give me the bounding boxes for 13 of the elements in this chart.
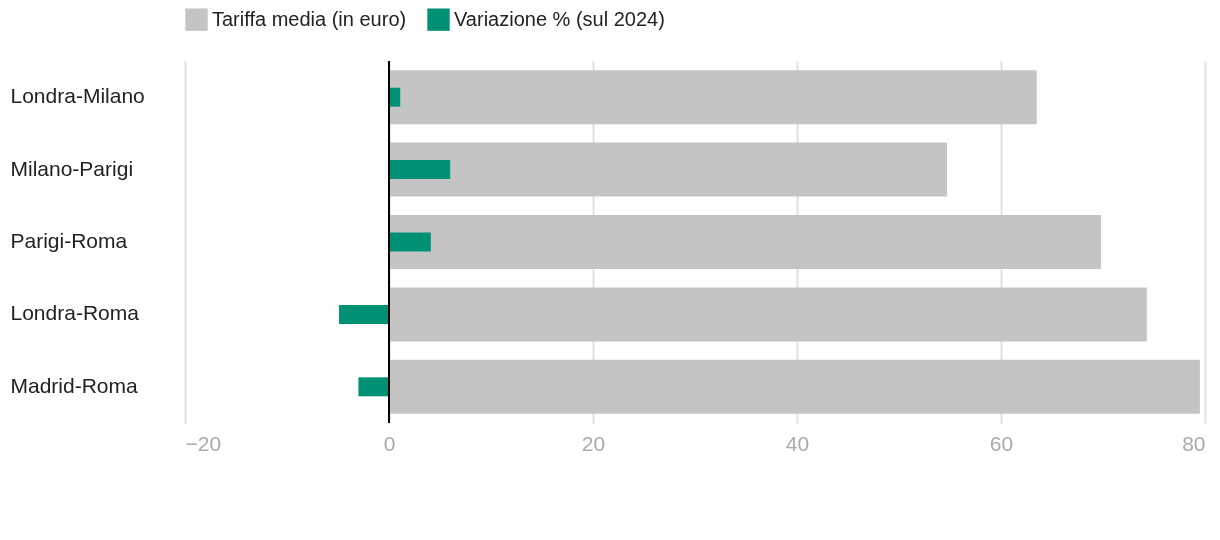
y-tick-label: Londra-Roma <box>10 301 140 325</box>
x-tick-label: 0 <box>383 431 396 455</box>
legend-label: Tariffa media (in euro) <box>212 7 407 30</box>
legend-label: Variazione % (sul 2024) <box>454 7 665 30</box>
y-tick-label: Londra-Milano <box>10 84 145 108</box>
x-tick-label: −20 <box>185 431 222 455</box>
x-tick-label: 60 <box>989 431 1014 455</box>
x-tick-label: 20 <box>581 431 606 455</box>
y-tick-label: Parigi-Roma <box>10 229 128 252</box>
x-tick-label: 40 <box>785 431 810 455</box>
y-tick-label: Milano-Parigi <box>10 156 134 180</box>
y-tick-label: Madrid-Roma <box>10 373 139 397</box>
x-tick-label: 80 <box>1182 431 1206 455</box>
